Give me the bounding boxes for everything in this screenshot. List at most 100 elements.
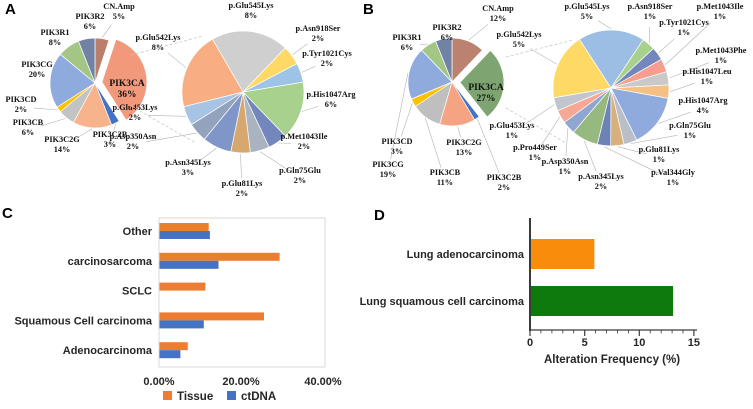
- pie-slice-label: p.Gln75Glu 2%: [279, 166, 321, 185]
- pie-slice-label: p.Asp350Asn 2%: [110, 132, 157, 151]
- legend-label: Tissue: [177, 391, 213, 403]
- pie-slice-label: PIK3R2 6%: [432, 23, 461, 42]
- pie-slice-label: p.Glu81Lys 2%: [222, 179, 264, 198]
- label-leader-line: [301, 66, 316, 73]
- pie-slice-PIK3CG: [49, 53, 96, 108]
- pie-slice-label: p.Asn918Ser 1%: [628, 2, 673, 21]
- pie-slice-label: p.Asp350Asn 1%: [542, 157, 589, 176]
- label-leader-line: [240, 153, 242, 179]
- label-leader-line: [617, 146, 647, 155]
- bar-Lung adenocarcinoma: [531, 239, 595, 269]
- label-leader-line: [167, 52, 187, 68]
- panel-c-bar-chart: Other carcinosarcoma SCLC Squamous Cell car…: [14, 217, 342, 403]
- pie-slice-label: p.His1047Arg 4%: [678, 96, 728, 115]
- pie-slice-p.Glu545Lys: [578, 29, 644, 89]
- x-axis-tick-label: 20.00%: [222, 376, 260, 388]
- panel-a-pie-charts: CN.Amp 5%PIK3CA 36%PIK3C2B 3%PIK3C2G 14%PIK3…: [6, 1, 357, 198]
- pie-slice-label: p.Glu542Lys 5%: [497, 30, 543, 49]
- panel-label-b: B: [363, 1, 374, 18]
- label-leader-line: [113, 123, 117, 130]
- pie-slice-label: PIK3CB 11%: [430, 168, 461, 187]
- label-leader-line: [603, 146, 662, 175]
- label-leader-line: [658, 111, 691, 124]
- pie-slice-label: p.Met1043Phe 1%: [696, 46, 747, 65]
- pie-slice-label: PIK3CB 6%: [13, 118, 44, 137]
- label-leader-line: [541, 117, 560, 145]
- pie-slice-label: p.Glu542Lys 8%: [136, 33, 182, 52]
- bar-ctDNA: [159, 320, 204, 329]
- panel-label-a: A: [5, 1, 16, 18]
- pie-of-pie-connector-line: [505, 107, 567, 144]
- pie-slice-PIK3R2: [77, 37, 96, 84]
- label-leader-line: [583, 140, 597, 173]
- pie-slice-p.Glu542Lys: [181, 38, 244, 108]
- bar-Tissue: [159, 282, 206, 291]
- label-leader-line: [658, 38, 675, 54]
- bar-ctDNA: [159, 231, 210, 239]
- label-leader-line: [425, 118, 442, 168]
- label-leader-line: [278, 142, 292, 144]
- panel-b-gene-pie: CN.Amp 12% PIK3CA 27% PIK3C2B 2% PIK3C2G 13% PIK…: [372, 4, 521, 192]
- pie-slice-label: p.Pro449Ser 1%: [513, 143, 557, 162]
- label-leader-line: [468, 24, 489, 41]
- category-label: SCLC: [122, 286, 152, 298]
- bar-ctDNA: [159, 350, 181, 359]
- label-leader-line: [147, 115, 187, 117]
- pie-slice-label: PIK3R1 8%: [40, 28, 69, 47]
- pie-slice-label: PIK3CD 2%: [6, 95, 37, 114]
- category-label: Other: [123, 226, 153, 238]
- pie-slice-PIK3R2: [435, 37, 453, 83]
- pie-slice-label: p.Tyr1021Cys 2%: [302, 49, 352, 68]
- label-leader-line: [477, 118, 500, 174]
- category-label: Adenocarcinoma: [63, 345, 153, 357]
- pie-slice-p.His1047Arg: [610, 87, 669, 141]
- pie-slice-label: p.Met1043Ile 1%: [697, 2, 744, 21]
- label-leader-line: [198, 147, 217, 163]
- pie-slice-PIK3CG: [407, 49, 453, 100]
- pie-slice-label: p.Tyr1021Cys 1%: [659, 18, 709, 37]
- pie-slice-label: p.Val344Gly 1%: [651, 168, 696, 187]
- pie-slice-p.His1047Arg: [242, 81, 305, 137]
- legend-swatch-ctDNA: [227, 391, 236, 400]
- pie-slice-label: p.His1047Arg 6%: [306, 90, 356, 109]
- pie-slice-PIK3CA: [459, 50, 505, 118]
- label-leader-line: [597, 20, 612, 30]
- pie-slice-p.Glu542Lys: [552, 38, 612, 99]
- category-label: Lung adenocarcinoma: [407, 249, 525, 261]
- bar-ctDNA: [159, 260, 219, 269]
- panel-b-mutation-pie: p.Glu545Lys 5% p.Asn918Ser 1%p.Tyr1021Cys 1%…: [490, 2, 747, 191]
- pie-slice-label: PIK3R2 6%: [75, 12, 104, 31]
- x-axis-tick-label: 5: [582, 337, 588, 349]
- label-leader-line: [72, 128, 93, 141]
- pie-slice-inner-label: PIK3CA 36%: [109, 79, 145, 100]
- category-label: carcinosarcoma: [68, 256, 153, 268]
- pie-slice-label: p.Glu545Lys 8%: [229, 1, 275, 20]
- pie-slice-label: PIK3C2B 3%: [93, 130, 128, 149]
- pie-of-pie-connector-line: [130, 35, 204, 56]
- bar-Tissue: [159, 312, 264, 321]
- bar-Tissue: [159, 252, 280, 261]
- legend-swatch-Tissue: [163, 391, 172, 400]
- pie-slice-label: p.Asn918Ser 2%: [296, 24, 341, 43]
- label-leader-line: [301, 105, 319, 112]
- label-leader-line: [260, 151, 290, 172]
- category-label: Lung squamous cell carcinoma: [360, 296, 525, 308]
- label-leader-line: [292, 43, 308, 56]
- label-leader-line: [522, 104, 555, 127]
- bar-Tissue: [159, 223, 209, 231]
- pie-slice-label: PIK3CG 19%: [372, 160, 404, 179]
- pie-slice-inner-label: PIK3CA 27%: [468, 83, 504, 104]
- x-axis-tick-label: 15: [688, 337, 700, 349]
- bar-Tissue: [159, 342, 188, 351]
- pie-slice-p.Glu545Lys: [212, 30, 286, 93]
- x-axis-tick-label: 0.00%: [143, 376, 174, 388]
- pie-slice-label: p.His1047Leu 1%: [682, 67, 731, 86]
- panel-label-c: C: [2, 205, 13, 222]
- label-leader-line: [565, 128, 569, 157]
- pie-slice-label: PIK3C2G 14%: [44, 135, 80, 154]
- pie-of-pie-connector-line: [130, 105, 197, 144]
- pie-slice-label: CN.Amp 5%: [103, 2, 135, 21]
- pie-slice-label: p.Glu453Lys 2%: [113, 103, 159, 122]
- label-leader-line: [665, 22, 711, 66]
